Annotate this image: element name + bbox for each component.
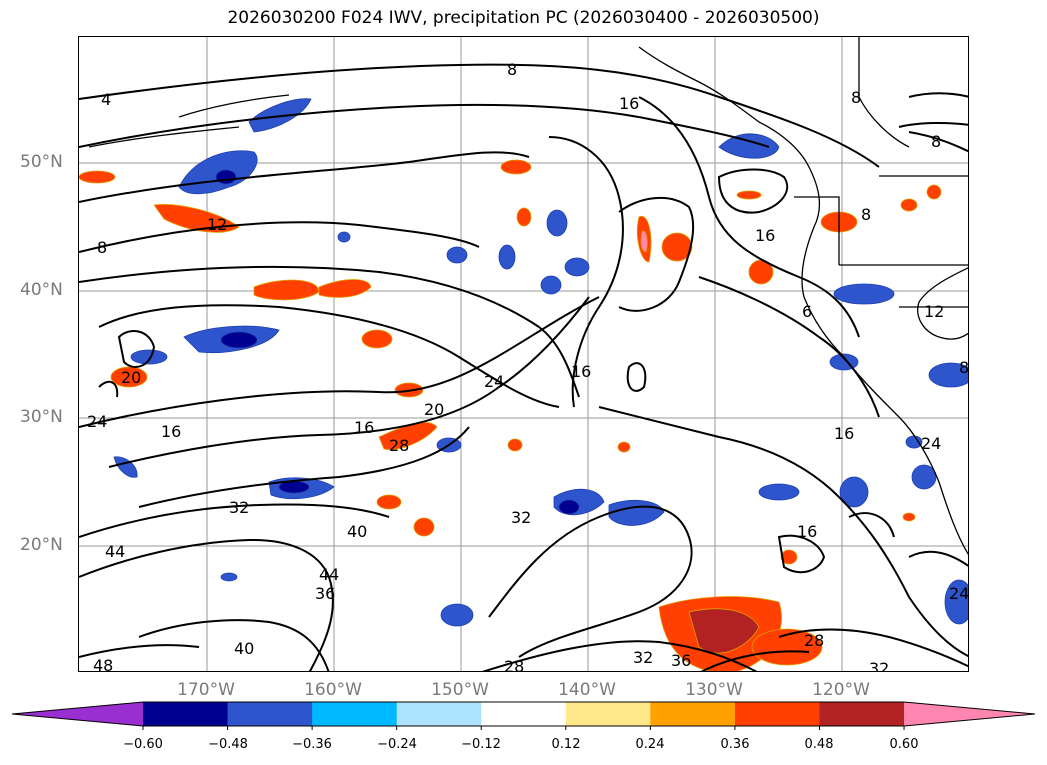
colorbar-tick-label: 0.12	[551, 737, 581, 752]
contour-label: 8	[97, 238, 107, 257]
contour-label: 16	[354, 418, 374, 437]
colorbar-segment	[565, 702, 651, 726]
lat-label-50n: 50°N	[20, 152, 63, 172]
colorbar-segment	[819, 702, 905, 726]
contour-label: 16	[619, 94, 639, 113]
contour-label: 16	[571, 362, 591, 381]
colorbar-tick-label: −0.48	[208, 737, 248, 752]
contour-label: 44	[105, 542, 125, 561]
contour-label: 4	[101, 90, 111, 109]
colorbar-tick-label: 0.36	[720, 737, 750, 752]
contour-label: 16	[755, 226, 775, 245]
lon-label-150w: 150°W	[431, 680, 489, 700]
precip-positive-areas	[79, 159, 942, 671]
contour-label: 28	[804, 631, 824, 650]
contour-label: 16	[161, 422, 181, 441]
colorbar-segments	[11, 701, 1036, 727]
contour-label: 24	[484, 372, 504, 391]
contour-label: 8	[851, 88, 861, 107]
colorbar	[11, 701, 1036, 730]
contour-label: 6	[802, 302, 812, 321]
contour-label: 44	[319, 565, 339, 584]
contour-label-group: 4 8 16 8 8 12 8 16 8 20 24 16 20 16 24 2…	[87, 60, 969, 672]
contour-label: 24	[87, 412, 107, 431]
colorbar-tick-label: −0.60	[123, 737, 163, 752]
contour-label: 40	[234, 639, 254, 658]
contour-label: 28	[504, 657, 524, 672]
contour-label: 20	[424, 400, 444, 419]
contour-label: 28	[389, 436, 409, 455]
lat-label-40n: 40°N	[20, 280, 63, 300]
map-title: 2026030200 F024 IWV, precipitation PC (2…	[227, 8, 820, 28]
contour-label: 32	[229, 498, 249, 517]
contour-label: 8	[931, 132, 941, 151]
graticule	[79, 37, 968, 671]
colorbar-tick-marks	[142, 726, 905, 730]
contour-label: 32	[869, 659, 889, 672]
colorbar-segment	[143, 702, 229, 726]
lon-label-170w: 170°W	[177, 680, 235, 700]
lon-label-120w: 120°W	[812, 680, 870, 700]
contour-label: 48	[93, 656, 113, 672]
colorbar-segment	[227, 702, 313, 726]
colorbar-tick-label: 0.60	[889, 737, 919, 752]
contour-label: 8	[507, 60, 517, 79]
contour-label: 8	[861, 205, 871, 224]
colorbar-segment	[396, 702, 482, 726]
contour-label: 8	[959, 358, 969, 377]
colorbar-segment	[481, 702, 567, 726]
colorbar-extend-high	[904, 702, 1035, 726]
contour-label: 40	[347, 522, 367, 541]
iwv-contours	[79, 63, 968, 671]
lat-label-30n: 30°N	[20, 407, 63, 427]
precip-negative-areas	[113, 98, 968, 627]
colorbar-segment	[312, 702, 398, 726]
colorbar-tick-label: 0.24	[635, 737, 665, 752]
contour-label: 12	[207, 215, 227, 234]
lon-label-130w: 130°W	[685, 680, 743, 700]
contour-label: 36	[671, 651, 691, 670]
contour-label: 36	[315, 584, 335, 603]
contour-label: 24	[949, 584, 969, 603]
contour-label: 24	[921, 434, 941, 453]
lon-label-160w: 160°W	[304, 680, 362, 700]
contour-label: 16	[797, 522, 817, 541]
contour-label: 12	[924, 302, 944, 321]
coastlines	[88, 37, 968, 555]
contour-label: 32	[633, 648, 653, 667]
colorbar-segment	[650, 702, 736, 726]
colorbar-tick-label: −0.36	[292, 737, 332, 752]
lon-label-140w: 140°W	[558, 680, 616, 700]
map-canvas: 4 8 16 8 8 12 8 16 8 20 24 16 20 16 24 2…	[79, 37, 969, 672]
colorbar-tick-label: 0.48	[804, 737, 834, 752]
colorbar-extend-low	[12, 702, 143, 726]
colorbar-tick-label: −0.12	[461, 737, 501, 752]
lat-label-20n: 20°N	[20, 535, 63, 555]
contour-label: 16	[834, 424, 854, 443]
contour-label: 20	[121, 368, 141, 387]
colorbar-tick-label: −0.24	[377, 737, 417, 752]
colorbar-segment	[734, 702, 820, 726]
contour-label: 32	[511, 508, 531, 527]
map-panel[interactable]: 4 8 16 8 8 12 8 16 8 20 24 16 20 16 24 2…	[78, 36, 969, 672]
